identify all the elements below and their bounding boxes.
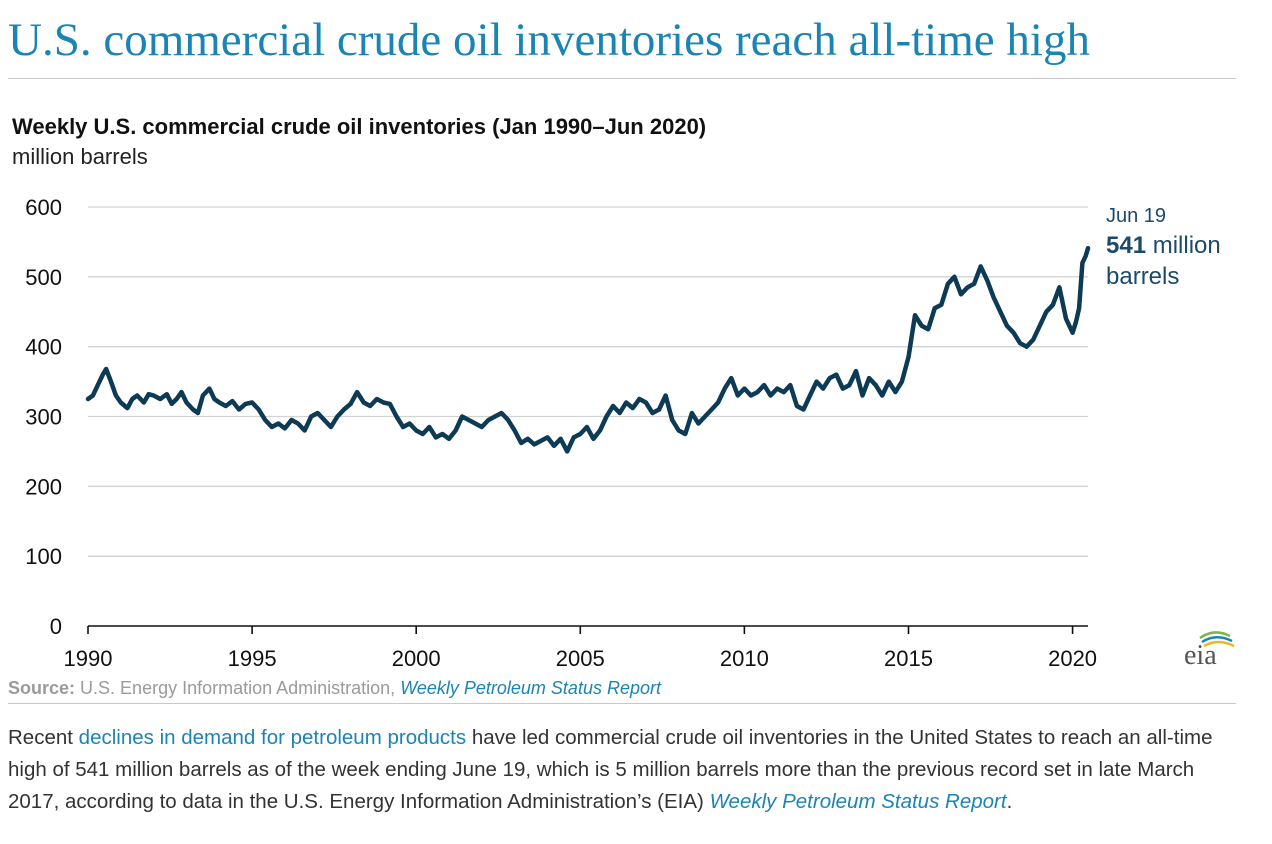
x-tick-label-1990: 1990	[64, 646, 113, 671]
source-line: Source: U.S. Energy Information Administ…	[8, 678, 661, 699]
series-line-inventories	[85, 245, 1091, 454]
y-tick-label-400: 400	[25, 335, 62, 360]
article-paragraph: Recent declines in demand for petroleum …	[8, 722, 1238, 818]
annotation-value: 541	[1106, 232, 1146, 259]
paragraph-text-start: Recent	[8, 726, 73, 749]
paragraph-text-end: .	[1006, 790, 1013, 813]
annotation-unit-line2: barrels	[1106, 263, 1179, 290]
source-link[interactable]: Weekly Petroleum Status Report	[400, 678, 661, 698]
source-divider	[8, 703, 1236, 704]
eia-logo: eia	[1184, 631, 1235, 670]
x-tick-label-2005: 2005	[556, 646, 605, 671]
demand-decline-link[interactable]: declines in demand for petroleum product…	[78, 726, 467, 749]
y-tick-label-0: 0	[50, 614, 62, 639]
annotation-value-line: 541 million	[1106, 232, 1221, 259]
y-tick-label-600: 600	[25, 195, 62, 220]
y-tick-label-500: 500	[25, 265, 62, 290]
annotation-date: Jun 19	[1106, 205, 1166, 227]
y-tick-label-200: 200	[25, 474, 62, 499]
x-tick-label-2010: 2010	[720, 646, 769, 671]
annotation-unit: million	[1146, 232, 1221, 259]
chart-unit-label: million barrels	[12, 144, 148, 169]
x-tick-label-2015: 2015	[884, 646, 933, 671]
source-text: U.S. Energy Information Administration,	[80, 678, 396, 698]
paragraph-text-middle: have led commercial crude oil inventorie…	[8, 726, 1213, 813]
y-tick-label-100: 100	[25, 544, 62, 569]
source-label: Source:	[8, 678, 76, 698]
x-tick-label-2020: 2020	[1048, 646, 1097, 671]
chart-title: Weekly U.S. commercial crude oil invento…	[12, 114, 707, 139]
x-tick-label-1995: 1995	[228, 646, 277, 671]
header-divider	[8, 78, 1236, 79]
y-tick-label-300: 300	[25, 405, 62, 430]
eia-logo-text: eia	[1184, 640, 1217, 670]
report-link[interactable]: Weekly Petroleum Status Report	[709, 790, 1007, 813]
x-tick-label-2000: 2000	[392, 646, 441, 671]
page-headline: U.S. commercial crude oil inventories re…	[8, 14, 1090, 66]
